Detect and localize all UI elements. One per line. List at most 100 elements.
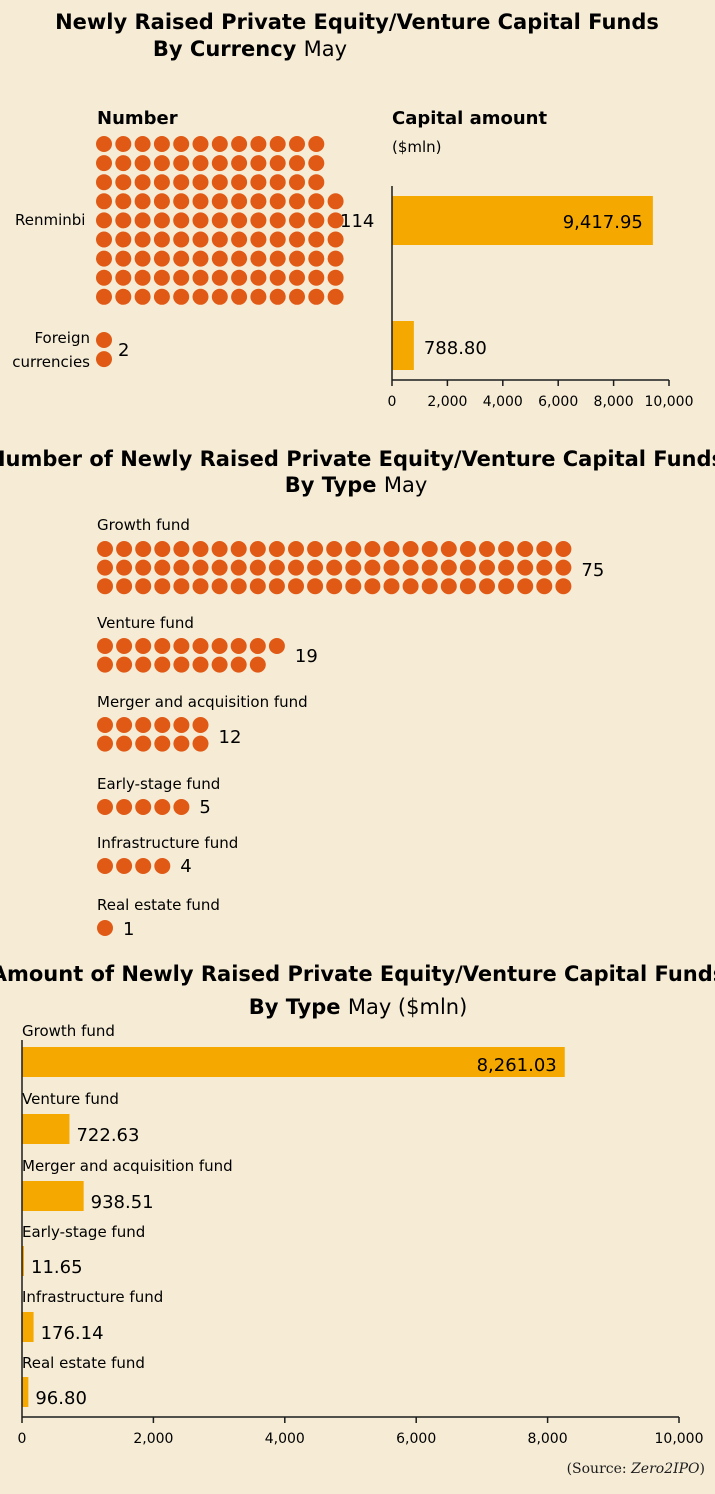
type-count-dot bbox=[173, 638, 190, 654]
renminbi-dot bbox=[250, 136, 267, 152]
renminbi-dot bbox=[269, 136, 286, 152]
type-count-dot bbox=[498, 559, 515, 576]
renminbi-dot bbox=[115, 193, 132, 210]
renminbi-dot bbox=[96, 269, 112, 286]
renminbi-dot bbox=[192, 193, 209, 210]
renminbi-dots bbox=[96, 136, 344, 305]
type-count-dot bbox=[211, 638, 228, 654]
type-count-dot bbox=[421, 559, 438, 576]
section3-subtitle-bold: By Type bbox=[249, 995, 348, 1019]
type-count-category-label: Real estate fund bbox=[97, 896, 220, 914]
renminbi-dot bbox=[134, 193, 151, 210]
renminbi-dot bbox=[96, 174, 112, 191]
renminbi-dot bbox=[192, 155, 209, 172]
type-count-dot bbox=[288, 559, 304, 576]
type-count-dot bbox=[116, 559, 133, 576]
amount-tick-label: 6,000 bbox=[396, 1431, 436, 1447]
renminbi-dot bbox=[153, 250, 170, 267]
type-amount-category-label: Early-stage fund bbox=[22, 1223, 145, 1241]
type-count-dot bbox=[211, 578, 228, 595]
type-count-dot bbox=[173, 717, 190, 733]
type-count-dot bbox=[498, 578, 515, 595]
renminbi-dot bbox=[173, 136, 190, 152]
type-count-dot bbox=[97, 799, 113, 815]
type-count-dot bbox=[135, 578, 152, 595]
type-count-dot bbox=[135, 638, 152, 654]
renminbi-dot bbox=[96, 136, 112, 152]
type-amount-value-label: 722.63 bbox=[76, 1125, 139, 1146]
type-amount-bar bbox=[22, 1246, 24, 1276]
capital-tick-label: 2,000 bbox=[427, 394, 467, 410]
type-count-dot bbox=[154, 858, 171, 874]
type-count-dot bbox=[211, 656, 228, 673]
type-amount-category-label: Infrastructure fund bbox=[22, 1288, 163, 1306]
renminbi-dot bbox=[289, 136, 305, 152]
type-amount-category-label: Growth fund bbox=[22, 1022, 115, 1040]
amount-tick-label: 10,000 bbox=[655, 1431, 704, 1447]
renminbi-dot bbox=[250, 174, 267, 191]
renminbi-dot bbox=[115, 174, 132, 191]
type-amount-bar bbox=[22, 1181, 84, 1211]
type-count-dots bbox=[97, 541, 572, 595]
section3-title: Amount of Newly Raised Private Equity/Ve… bbox=[0, 962, 715, 986]
section2-subtitle-light: May bbox=[384, 473, 427, 497]
renminbi-dot bbox=[250, 288, 267, 305]
renminbi-dot bbox=[289, 212, 305, 229]
type-count-dot bbox=[517, 541, 534, 557]
renminbi-dot bbox=[211, 193, 228, 210]
renminbi-dot bbox=[173, 250, 190, 267]
section2-subtitle: By Type May bbox=[285, 473, 428, 497]
foreign-count-label: 2 bbox=[118, 340, 129, 361]
type-amount-value-label: 11.65 bbox=[31, 1257, 83, 1278]
type-count-value-label: 12 bbox=[219, 727, 242, 748]
type-count-dot bbox=[154, 559, 171, 576]
type-count-category-label: Merger and acquisition fund bbox=[97, 693, 308, 711]
renminbi-dot bbox=[289, 155, 305, 172]
type-amount-value-label: 176.14 bbox=[41, 1323, 104, 1344]
renminbi-dot bbox=[308, 136, 325, 152]
type-count-dot bbox=[268, 559, 285, 576]
type-count-dot bbox=[97, 578, 113, 595]
renminbi-dot bbox=[211, 250, 228, 267]
type-count-dot bbox=[211, 559, 228, 576]
type-count-dot bbox=[230, 638, 247, 654]
renminbi-dot bbox=[308, 212, 325, 229]
type-count-category-label: Venture fund bbox=[97, 614, 194, 632]
type-count-dot bbox=[402, 559, 419, 576]
type-count-dot bbox=[326, 541, 343, 557]
renminbi-dot bbox=[269, 250, 286, 267]
type-count-dot bbox=[192, 541, 209, 557]
renminbi-dot bbox=[173, 288, 190, 305]
renminbi-dot bbox=[115, 269, 132, 286]
type-count-dot bbox=[268, 541, 285, 557]
type-count-dot bbox=[116, 638, 133, 654]
type-amount-value-label: 938.51 bbox=[91, 1192, 154, 1213]
type-count-dot bbox=[383, 541, 400, 557]
renminbi-dot bbox=[173, 155, 190, 172]
renminbi-dot bbox=[134, 250, 151, 267]
type-count-dot bbox=[459, 541, 476, 557]
renminbi-dot bbox=[289, 193, 305, 210]
type-amount-bar bbox=[22, 1312, 34, 1342]
type-count-dot bbox=[498, 541, 515, 557]
type-count-dot bbox=[249, 656, 266, 673]
type-count-dot bbox=[536, 578, 553, 595]
renminbi-count-label: 114 bbox=[340, 211, 374, 232]
type-count-dot bbox=[173, 656, 190, 673]
renminbi-dot bbox=[153, 269, 170, 286]
renminbi-dot bbox=[211, 231, 228, 248]
type-count-category-label: Growth fund bbox=[97, 516, 190, 534]
amount-tick-label: 4,000 bbox=[265, 1431, 305, 1447]
type-count-dot bbox=[230, 559, 247, 576]
capital-value-label: 9,417.95 bbox=[563, 212, 643, 233]
renminbi-dot bbox=[134, 269, 151, 286]
type-count-dot bbox=[173, 541, 190, 557]
section2-subtitle-bold: By Type bbox=[285, 473, 384, 497]
renminbi-dot bbox=[231, 269, 248, 286]
amount-tick-label: 0 bbox=[18, 1431, 27, 1447]
type-count-dot bbox=[288, 578, 304, 595]
type-count-dots bbox=[97, 717, 209, 752]
renminbi-dot bbox=[173, 193, 190, 210]
type-count-dot bbox=[268, 578, 285, 595]
type-count-dot bbox=[116, 858, 133, 874]
